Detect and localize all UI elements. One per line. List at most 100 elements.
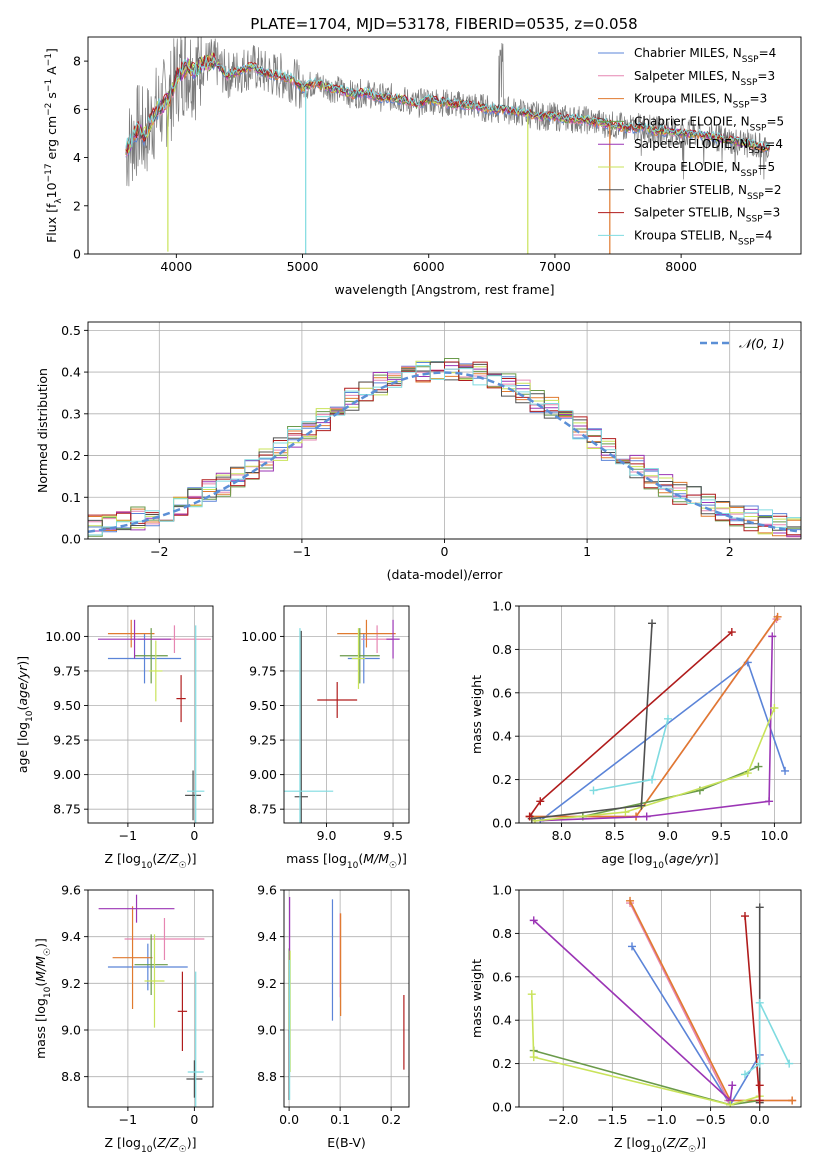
y-tick-label: 1.0	[492, 883, 512, 898]
x-tick-label: 1	[583, 544, 591, 559]
plot-area	[527, 896, 797, 1107]
x-axis-label: wavelength [Angstrom, rest frame]	[334, 282, 554, 297]
data-point	[637, 801, 646, 810]
y-tick-label: 9.50	[249, 698, 277, 713]
y-tick-label: 0.4	[492, 729, 512, 744]
x-tick-label: 0.0	[750, 1112, 770, 1127]
data-point	[642, 812, 651, 821]
y-tick-label: 0.0	[61, 532, 81, 547]
data-point	[754, 762, 763, 771]
plot-area	[288, 897, 405, 1100]
x-axis-label: Z [log10(Z/Z☉)]	[105, 1135, 197, 1155]
y-tick-label: 10.00	[45, 629, 81, 644]
mass-vs-ebv-chart: 0.0 0.1 0.2 8.8 9.0 9.2 9.4 9.6 E(B-V)	[257, 883, 410, 1150]
normal-curve	[88, 371, 801, 533]
axes-frame	[518, 605, 802, 824]
data-point	[755, 1096, 764, 1105]
age-vs-metallicity-chart: −1 0 8.75 9.00 9.25 9.50 9.75 10.00 Z [log10(Z/Z…	[15, 605, 214, 871]
y-tick-label: 0.0	[492, 816, 512, 831]
x-tick-label: −1	[119, 828, 137, 843]
data-point	[529, 916, 538, 925]
data-point	[663, 714, 672, 723]
legend-entry: Chabrier STELIB, NSSP=2	[634, 183, 782, 202]
data-point	[726, 1100, 735, 1107]
model-spectrum	[125, 52, 770, 154]
x-tick-label: 0.0	[279, 1112, 299, 1127]
y-tick-label: 0.2	[61, 448, 81, 463]
x-tick-label: −1.0	[646, 1112, 676, 1127]
legend-entry: Kroupa STELIB, NSSP=4	[634, 228, 772, 247]
plot-area	[284, 619, 400, 823]
x-tick-label: −0.5	[695, 1112, 725, 1127]
data-point	[755, 903, 764, 912]
data-point	[743, 769, 752, 778]
y-tick-label: 4	[73, 150, 81, 165]
x-tick-label: 7000	[539, 259, 571, 274]
y-tick-label: 0.5	[61, 323, 81, 338]
axes-frame	[283, 889, 410, 1108]
data-point	[755, 1059, 764, 1068]
y-tick-label: 0.8	[492, 926, 512, 941]
y-axis-label: mass weight	[469, 675, 484, 754]
x-tick-label: −2	[150, 544, 168, 559]
x-tick-label: 9.0	[317, 828, 337, 843]
y-tick-label: 8	[73, 54, 81, 69]
data-point	[527, 990, 536, 999]
y-tick-label: 9.4	[257, 929, 277, 944]
x-tick-label: 8000	[665, 259, 697, 274]
axes-frame	[87, 36, 802, 255]
weight-vs-metallicity-chart: −2.0 −1.5 −1.0 −0.5 0.0 0.0 0.2 0.4 0.6 0.8 1.0 Z […	[469, 883, 802, 1155]
x-axis-label: mass [log10(M/M☉)]	[286, 851, 407, 871]
weight-series	[629, 900, 793, 1102]
y-tick-label: 10.00	[241, 629, 277, 644]
y-tick-label: 0.6	[492, 685, 512, 700]
weight-series	[529, 616, 779, 818]
data-point	[781, 766, 790, 775]
y-tick-label: 9.0	[257, 1023, 277, 1038]
y-tick-label: 9.4	[61, 929, 81, 944]
data-point	[740, 912, 749, 921]
mass-vs-metallicity-chart: −1 0 8.8 9.0 9.2 9.4 9.6 Z [log10(Z/Z☉)] mass [l…	[33, 883, 214, 1155]
legend-entry: Salpeter STELIB, NSSP=3	[634, 206, 780, 225]
x-tick-label: 9.5	[383, 828, 403, 843]
axes-frame	[518, 889, 802, 1108]
weight-series	[531, 994, 760, 1106]
y-tick-label: 8.8	[61, 1069, 81, 1084]
data-point	[727, 628, 736, 637]
x-axis-label: Z [log10(Z/Z☉)]	[614, 1135, 706, 1155]
data-point	[529, 1053, 538, 1062]
legend-entry: 𝒩(0, 1)	[739, 336, 785, 351]
x-tick-label: 4000	[160, 259, 192, 274]
weight-series	[529, 618, 778, 818]
y-tick-label: 8.75	[53, 802, 81, 817]
data-point	[755, 1081, 764, 1090]
residuals-chart: −2 −1 0 1 2 0.0 0.1 0.2 0.3 0.4 0.5 𝒩(0, 1) (data-mo…	[35, 321, 802, 582]
weight-series	[629, 902, 793, 1102]
legend-entry: Kroupa ELODIE, NSSP=5	[634, 160, 775, 179]
y-tick-label: 9.75	[249, 663, 277, 678]
data-point	[589, 786, 598, 795]
legend-entry: Kroupa MILES, NSSP=3	[634, 92, 767, 111]
plot-area	[97, 619, 212, 823]
legend-entry: Chabrier MILES, NSSP=4	[634, 46, 776, 65]
legend-entry: Chabrier ELODIE, NSSP=5	[634, 114, 784, 133]
data-point	[728, 1081, 737, 1090]
weight-series	[744, 1002, 790, 1076]
x-tick-label: 6000	[413, 259, 445, 274]
plot-area	[88, 358, 801, 538]
y-tick-label: 0.3	[61, 406, 81, 421]
y-tick-label: 2	[73, 198, 81, 213]
axes-frame	[87, 889, 214, 1108]
x-tick-label: 10.0	[760, 828, 788, 843]
data-point	[621, 808, 630, 817]
y-axis-label: Flux [fλ10−17 erg cm−2 s−1 A−1]	[44, 48, 64, 243]
x-tick-label: 0	[190, 1112, 198, 1127]
x-tick-label: 5000	[287, 259, 319, 274]
y-tick-label: 9.75	[53, 663, 81, 678]
y-tick-label: 9.6	[257, 883, 277, 898]
y-tick-label: 0.4	[492, 1013, 512, 1028]
y-tick-label: 9.50	[53, 698, 81, 713]
weight-vs-age-chart: 8.0 8.5 9.0 9.5 10.0 0.0 0.2 0.4 0.6 0.8 1.0 age [l…	[469, 599, 802, 871]
y-tick-label: 0.2	[492, 1056, 512, 1071]
